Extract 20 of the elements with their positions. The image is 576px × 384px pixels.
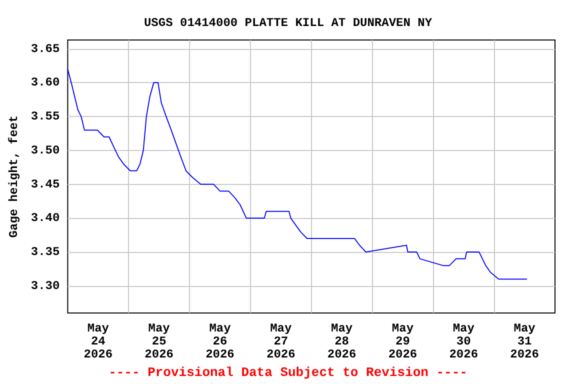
x-tick-label: May 29 2026 — [388, 322, 418, 362]
y-tick-label: 3.55 — [30, 110, 60, 124]
x-tick-label: May 31 2026 — [510, 322, 539, 362]
y-tick-label: 3.30 — [30, 278, 60, 293]
x-tick-label: May 27 2026 — [266, 322, 296, 362]
y-tick-label: 3.40 — [30, 211, 60, 226]
y-tick-label: 3.60 — [30, 76, 60, 90]
x-tick-label: May 24 2026 — [84, 322, 113, 362]
x-tick-label: May 28 2026 — [327, 322, 356, 362]
x-tick-label: May 30 2026 — [449, 322, 478, 362]
chart-title: USGS 01414000 PLATTE KILL AT DUNRAVEN NY — [144, 16, 433, 30]
y-tick-label: 3.65 — [30, 42, 60, 56]
y-axis-title: Gage height, feet — [7, 115, 21, 238]
y-tick-label: 3.45 — [30, 177, 60, 192]
text: ---- Provisional Data Subject to Revision ---- — [108, 365, 468, 380]
x-tick-label: May 26 2026 — [206, 322, 234, 362]
line-series — [67, 68, 528, 280]
y-tick-label: 3.50 — [30, 143, 60, 158]
x-tick-label: May 25 2026 — [144, 322, 174, 362]
y-tick-label: 3.35 — [30, 245, 60, 260]
